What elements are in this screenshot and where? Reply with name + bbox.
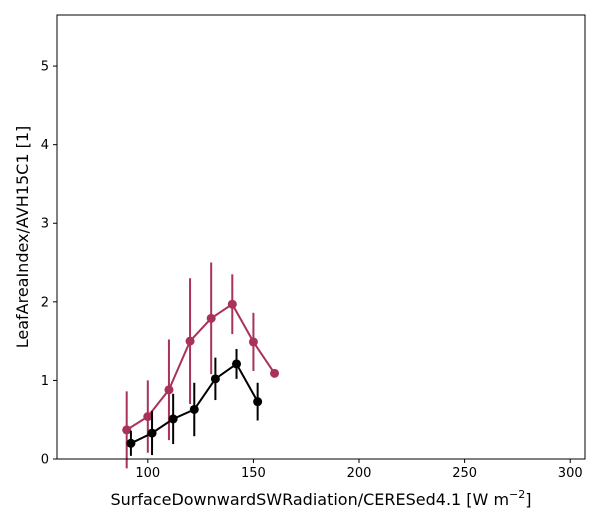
series-1 (126, 348, 263, 456)
data-point (210, 374, 220, 384)
y-tick-label: 3 (41, 217, 49, 232)
data-point (164, 385, 174, 395)
data-point (147, 428, 157, 438)
data-point (126, 438, 136, 448)
y-tick-label: 1 (41, 374, 49, 389)
x-tick-label: 150 (241, 466, 266, 481)
y-tick-label: 5 (41, 60, 49, 75)
x-tick-label: 250 (452, 466, 477, 481)
x-axis: 100 150 200 250 300 (135, 459, 583, 481)
plot-frame (56, 14, 586, 460)
data-point (122, 425, 132, 435)
data-point (253, 397, 263, 407)
data-point (143, 412, 153, 422)
y-tick-label: 2 (41, 295, 49, 310)
data-point (248, 337, 258, 347)
x-tick-label: 100 (135, 466, 160, 481)
series-0 (122, 262, 280, 469)
data-point (270, 368, 280, 378)
data-point (232, 359, 242, 369)
x-tick-label: 300 (558, 466, 583, 481)
x-tick-label: 200 (347, 466, 372, 481)
y-axis: 0 1 2 3 4 5 (41, 60, 57, 468)
y-tick-label: 4 (41, 138, 49, 153)
y-tick-label: 0 (41, 453, 49, 468)
data-point (227, 299, 237, 309)
data-point (206, 313, 216, 323)
series-line (126, 302, 276, 431)
x-axis-label: SurfaceDownwardSWRadiation/CERESed4.1 [W… (110, 488, 531, 509)
data-point (168, 414, 178, 424)
y-axis-label: LeafAreaIndex/AVH15C1 [1] (13, 126, 32, 349)
plot-area (122, 262, 280, 469)
data-point (185, 336, 195, 346)
data-point (189, 404, 199, 414)
